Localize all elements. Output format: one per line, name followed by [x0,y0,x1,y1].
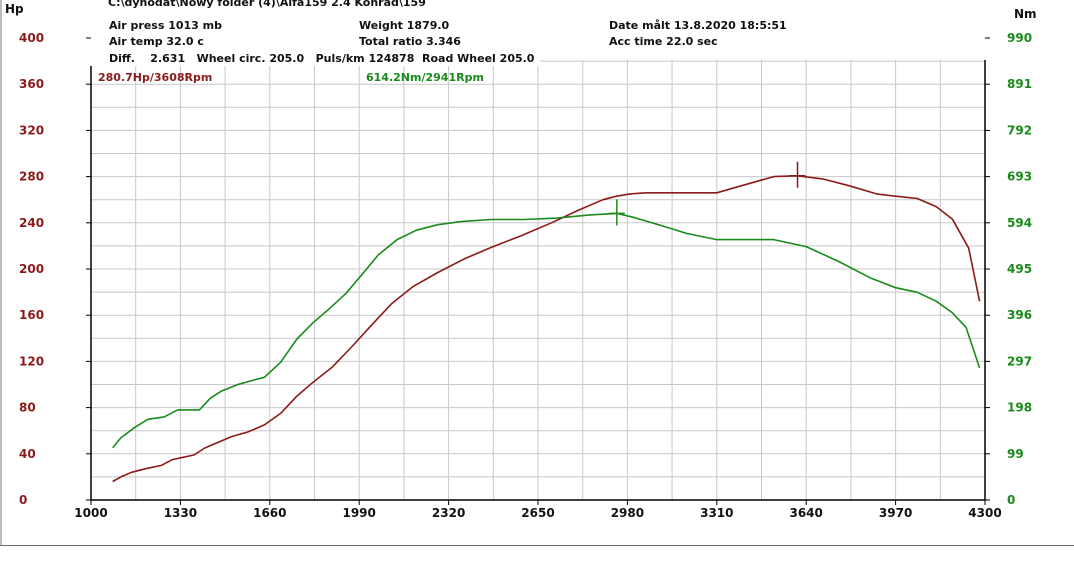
right-tick-label: 594 [1007,216,1032,230]
left-tick-label: 40 [19,447,36,461]
left-tick-label: 280 [19,170,44,184]
right-tick-label: 495 [1007,262,1032,276]
right-tick-label: 99 [1007,447,1024,461]
left-tick-label: 240 [19,216,44,230]
header-info-box [85,0,540,66]
right-tick-label: 297 [1007,354,1032,368]
right-axis-unit: Nm [1014,7,1037,21]
left-tick-label: 0 [19,493,27,507]
right-tick-label: 693 [1007,170,1032,184]
peak-markers [608,161,806,226]
x-tick-label: 1660 [253,506,286,520]
x-tick-label: 1000 [74,506,107,520]
power-curve-line [112,175,981,483]
right-tick-label: 990 [1007,31,1032,45]
left-axis-unit: Hp [5,2,24,16]
left-tick-label: 120 [19,354,44,368]
air-temp: Air temp 32.0 c [109,35,204,48]
nm-peak-label: 614.2Nm/2941Rpm [366,71,484,84]
right-tick-label: 198 [1007,401,1032,415]
x-tick-label: 4300 [968,506,1001,520]
left-tick-label: 400 [19,31,44,45]
right-tick-label: 891 [1007,77,1032,91]
header-info-box-right [540,0,985,56]
left-tick-label: 200 [19,262,44,276]
diff-info: Diff. 2.631 Wheel circ. 205.0 Puls/km 12… [109,52,535,65]
hp-peak-label: 280.7Hp/3608Rpm [98,71,212,84]
right-tick-label: 0 [1007,493,1015,507]
total-ratio: Total ratio 3.346 [359,35,461,48]
chart-grid [91,37,985,500]
x-tick-label: 3640 [789,506,822,520]
acc-time: Acc time 22.0 sec [609,35,718,48]
right-tick-label: 396 [1007,308,1032,322]
left-tick-label: 320 [19,123,44,137]
left-tick-label: 360 [19,77,44,91]
file-path: C:\dynodat\Nowy folder (4)\Alfa159 2.4 K… [108,0,426,9]
x-tick-label: 2650 [521,506,554,520]
date-measured: Date målt 13.8.2020 18:5:51 [609,19,787,32]
x-tick-label: 3310 [700,506,733,520]
x-tick-label: 2980 [611,506,644,520]
x-tick-label: 1330 [164,506,197,520]
x-tick-label: 3970 [879,506,912,520]
left-tick-label: 160 [19,308,44,322]
right-tick-label: 792 [1007,123,1032,137]
torque-curve-line [112,212,981,449]
air-press: Air press 1013 mb [109,19,222,32]
weight: Weight 1879.0 [359,19,450,32]
data-series [112,175,981,483]
x-tick-label: 1990 [342,506,375,520]
axis-ticks: 0 40 80 120 160 200 240 280 320 360 400 0 99 198 297 39… [19,31,1032,520]
left-tick-label: 80 [19,401,36,415]
x-tick-label: 2320 [432,506,465,520]
